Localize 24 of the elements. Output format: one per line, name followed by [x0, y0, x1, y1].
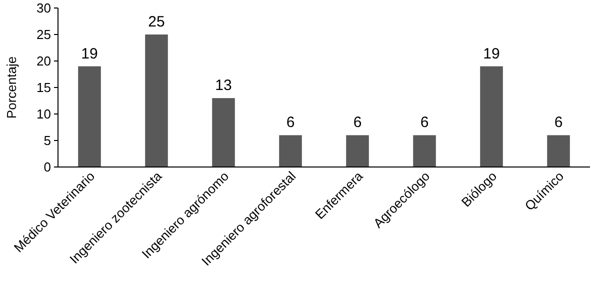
data-label: 19 [483, 45, 500, 62]
bar [78, 66, 101, 167]
y-axis-title: Porcentaje [4, 56, 19, 119]
y-tick-label: 20 [36, 54, 51, 69]
bar [346, 135, 369, 167]
data-label: 6 [420, 114, 429, 132]
data-label: 13 [215, 77, 232, 94]
bar [547, 135, 570, 167]
bar [212, 98, 235, 167]
y-tick-label: 15 [36, 80, 51, 96]
y-tick-label: 0 [44, 160, 51, 175]
data-label: 25 [148, 14, 165, 30]
y-tick-label: 30 [36, 0, 51, 16]
y-tick-label: 5 [44, 133, 51, 148]
y-tick-label: 25 [36, 27, 51, 42]
y-tick-label: 10 [36, 106, 51, 122]
bar [279, 135, 302, 167]
data-label: 6 [286, 114, 295, 132]
bar [145, 34, 168, 167]
data-label: 19 [81, 45, 98, 62]
data-label: 6 [554, 114, 563, 132]
bar [480, 66, 503, 167]
bar [413, 135, 436, 167]
data-label: 6 [353, 114, 362, 132]
